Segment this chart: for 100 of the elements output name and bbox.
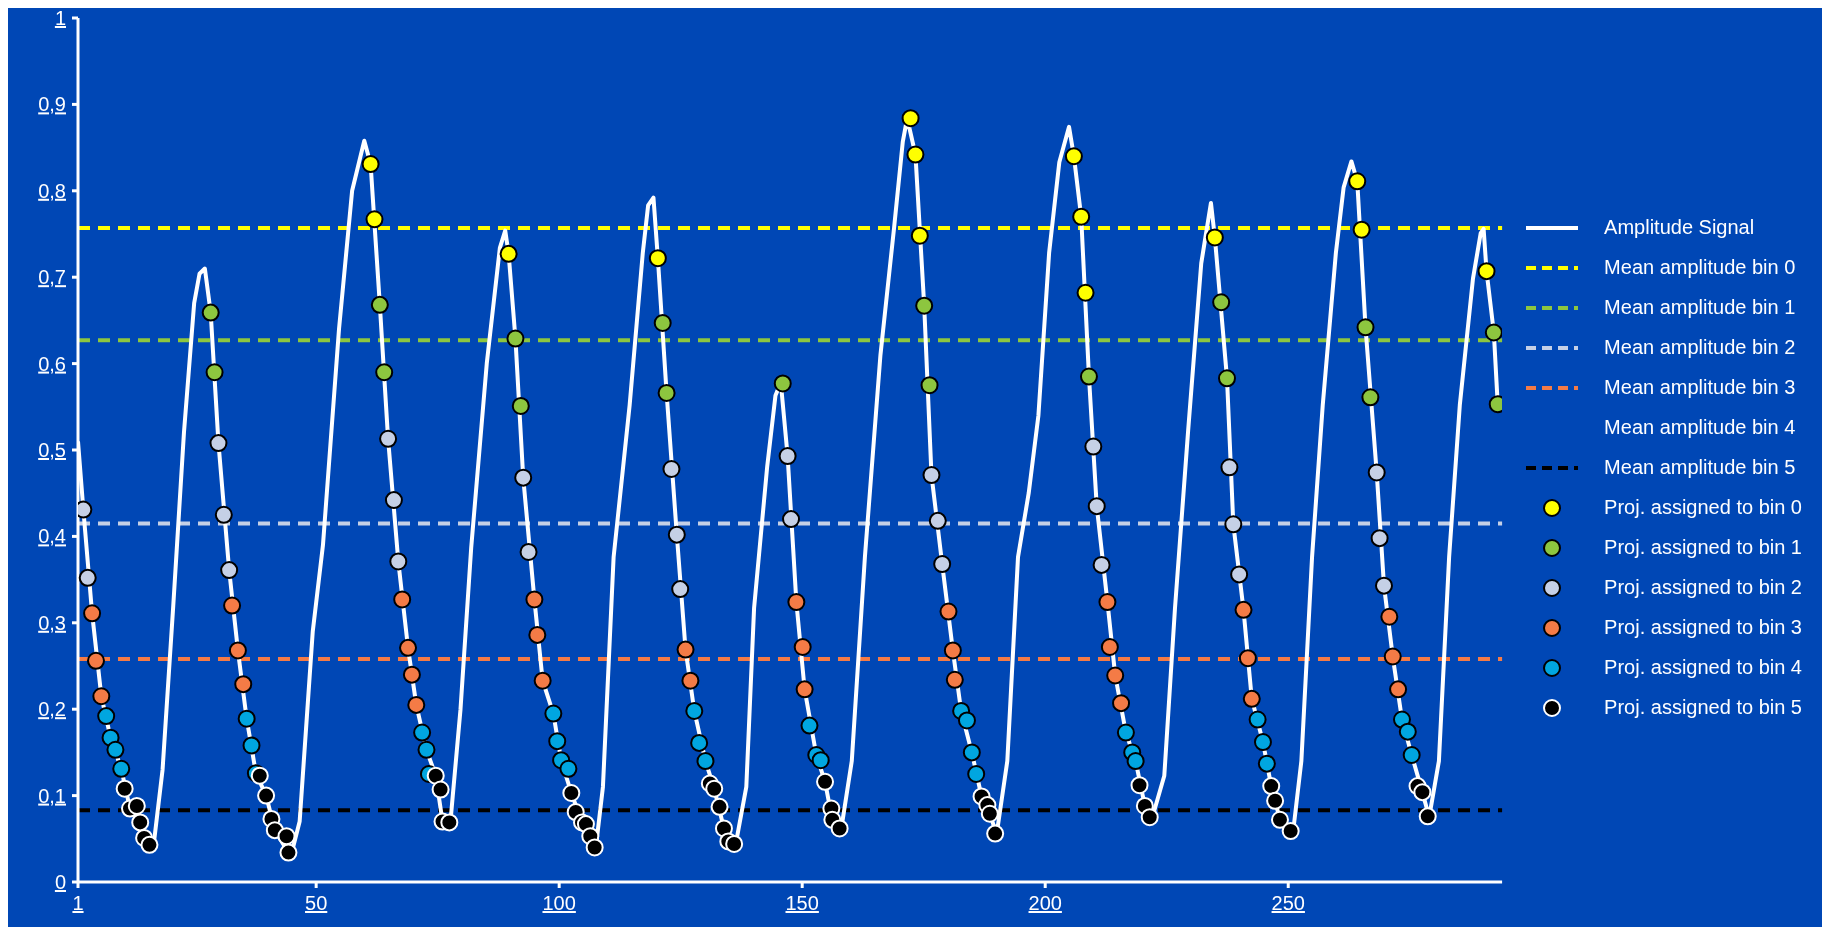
point: [92, 687, 111, 706]
point: [676, 640, 695, 659]
point: [115, 779, 134, 798]
point: [945, 670, 964, 689]
point: [384, 491, 403, 510]
y-tick-label: 0,3: [38, 611, 66, 634]
point: [548, 732, 567, 751]
point: [514, 468, 533, 487]
point: [223, 596, 242, 615]
point: [1367, 463, 1386, 482]
legend-label: Mean amplitude bin 1: [1604, 296, 1796, 319]
point: [816, 772, 835, 791]
point: [220, 561, 239, 580]
point: [440, 813, 459, 832]
point: [1242, 689, 1261, 708]
x-tick-label: 250: [1271, 892, 1305, 914]
point: [1380, 607, 1399, 626]
point: [671, 580, 690, 599]
legend-label: Proj. assigned to bin 3: [1604, 616, 1802, 639]
legend-label: Proj. assigned to bin 2: [1604, 576, 1802, 599]
legend-label: Proj. assigned to bin 5: [1604, 696, 1802, 719]
point: [585, 838, 604, 857]
y-tick-label: 0,2: [38, 698, 66, 721]
point: [1356, 318, 1375, 337]
point: [1106, 666, 1125, 685]
y-tick-label: 0,5: [38, 439, 66, 461]
point: [928, 511, 947, 530]
point: [402, 665, 421, 684]
point: [106, 740, 125, 759]
point: [1389, 680, 1408, 699]
point: [920, 376, 939, 395]
point: [205, 363, 224, 382]
point: [800, 716, 819, 735]
point: [787, 593, 806, 612]
y-tick-label: 0,6: [38, 352, 66, 375]
point: [228, 641, 247, 660]
point: [1238, 649, 1257, 668]
point: [519, 542, 538, 561]
point: [782, 510, 801, 529]
legend-label: Proj. assigned to bin 0: [1604, 496, 1802, 519]
point: [426, 766, 445, 785]
point: [1234, 600, 1253, 619]
point: [78, 568, 97, 587]
point: [793, 637, 812, 656]
point: [506, 329, 525, 348]
point: [1140, 808, 1159, 827]
point: [214, 505, 233, 524]
y-tick-label: 0,7: [38, 266, 66, 289]
point: [1398, 722, 1417, 741]
point: [1212, 293, 1231, 312]
point: [1130, 776, 1149, 795]
point: [1087, 497, 1106, 516]
point: [1218, 369, 1236, 388]
point: [1262, 777, 1281, 796]
point: [1116, 723, 1135, 742]
legend-label: Proj. assigned to bin 1: [1604, 536, 1802, 559]
point: [365, 210, 384, 229]
point: [499, 244, 518, 263]
point: [957, 711, 976, 730]
point: [399, 638, 418, 657]
x-tick-label: 150: [785, 892, 819, 914]
point: [1224, 515, 1243, 534]
legend-label: Mean amplitude bin 2: [1604, 336, 1796, 359]
point: [1084, 437, 1103, 456]
legend-label: Mean amplitude bin 0: [1604, 256, 1796, 279]
point: [1374, 576, 1393, 595]
legend-label: Proj. assigned to bin 4: [1604, 656, 1802, 679]
point: [939, 602, 958, 621]
point: [901, 109, 920, 128]
point: [389, 552, 408, 571]
point: [725, 834, 744, 853]
legend-label: Mean amplitude bin 5: [1604, 456, 1796, 479]
point: [1064, 147, 1083, 166]
point: [1076, 283, 1095, 302]
point: [1418, 807, 1437, 826]
point: [915, 296, 934, 315]
point: [1477, 262, 1496, 281]
point: [250, 766, 269, 785]
point: [933, 555, 952, 574]
point: [980, 804, 999, 823]
x-tick-label: 200: [1028, 892, 1062, 914]
point: [773, 374, 792, 393]
point: [685, 701, 704, 720]
text: Mean amplitude bin 4: [1604, 416, 1796, 439]
point: [112, 759, 131, 778]
point: [1220, 458, 1239, 477]
point: [1352, 220, 1371, 239]
point: [1230, 565, 1249, 584]
point: [1079, 367, 1098, 386]
point: [83, 604, 102, 623]
point: [705, 779, 724, 798]
point: [234, 675, 253, 694]
point: [830, 819, 849, 838]
point: [361, 155, 380, 174]
point: [127, 796, 146, 815]
point: [370, 295, 389, 314]
point: [690, 733, 709, 752]
point: [667, 525, 686, 544]
x-tick-label: 1: [72, 892, 84, 914]
x-tick-label: 100: [542, 892, 576, 914]
